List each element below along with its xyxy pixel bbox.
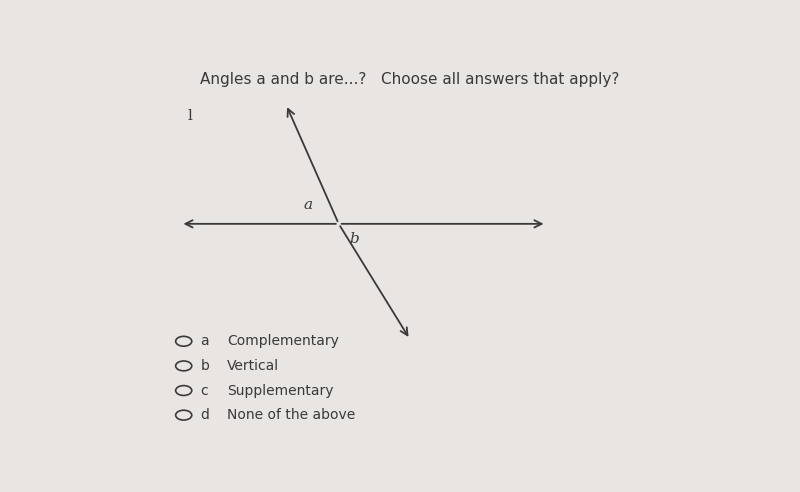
Text: None of the above: None of the above	[227, 408, 355, 422]
Text: a: a	[303, 198, 312, 212]
Text: c: c	[201, 384, 208, 398]
Text: b: b	[350, 232, 359, 246]
Text: l: l	[187, 109, 192, 123]
Text: Complementary: Complementary	[227, 334, 339, 348]
Text: Supplementary: Supplementary	[227, 384, 334, 398]
Text: b: b	[201, 359, 210, 373]
Text: Vertical: Vertical	[227, 359, 279, 373]
Text: d: d	[201, 408, 210, 422]
Text: a: a	[201, 334, 209, 348]
Text: Angles a and b are...?   Choose all answers that apply?: Angles a and b are...? Choose all answer…	[200, 72, 620, 87]
